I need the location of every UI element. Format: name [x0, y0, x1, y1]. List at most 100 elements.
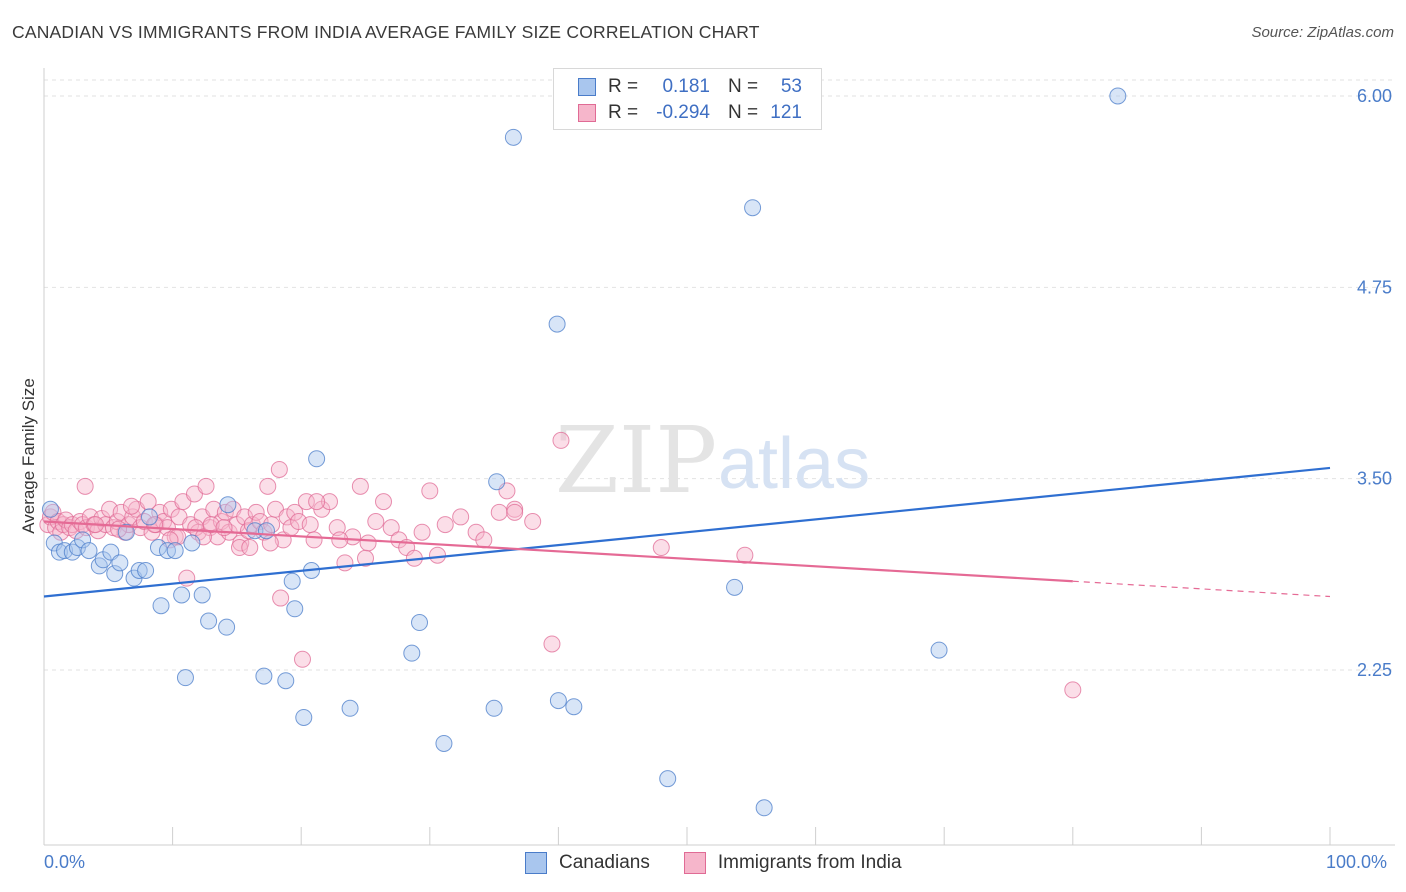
legend-r-value-india: -0.294	[656, 102, 710, 123]
india-point	[272, 589, 290, 607]
canadian-point	[565, 698, 583, 716]
canadian-point	[200, 612, 218, 630]
india-point	[202, 516, 220, 534]
canadian-point	[74, 531, 92, 549]
india-point	[543, 635, 561, 653]
india-point	[552, 431, 570, 449]
axes	[43, 68, 1395, 846]
india-point	[320, 493, 338, 511]
legend-r-label: R =	[608, 102, 639, 123]
bottom-legend-canadians: Canadians	[525, 852, 650, 874]
canadian-point	[504, 128, 522, 146]
x-tick-label-min: 0.0%	[44, 852, 86, 872]
canadian-point	[137, 562, 155, 580]
canadian-point	[1109, 87, 1127, 105]
canadian-point	[659, 770, 677, 788]
canadian-point	[63, 543, 81, 561]
bottom-legend-swatch-india	[683, 852, 706, 874]
y-tick-labels: 2.25 3.50 4.75 6.00	[1357, 86, 1392, 680]
india-point	[375, 493, 393, 511]
india-point	[286, 503, 304, 521]
canadians-trendline	[43, 466, 1331, 598]
legend-n-value-canadians: 53	[780, 76, 802, 97]
canadian-point	[111, 554, 129, 572]
canadian-point	[295, 708, 313, 726]
india-trendline-extension	[1072, 580, 1331, 598]
india-point	[259, 477, 277, 495]
legend-row-india: R = -0.294 N = 121	[578, 100, 802, 126]
bottom-legend-label-canadians: Canadians	[559, 852, 650, 873]
legend: R = 0.181 N = 53 R = -0.294 N = 121	[553, 68, 822, 130]
india-point	[122, 497, 140, 515]
bottom-legend-swatch-canadians	[525, 852, 547, 874]
india-point	[452, 508, 470, 526]
watermark-zip: ZIP	[555, 407, 717, 514]
canadian-point	[726, 578, 744, 596]
india-point	[351, 477, 369, 495]
canadian-point	[488, 473, 506, 491]
india-point	[490, 503, 508, 521]
canadian-point	[755, 799, 773, 817]
legend-swatch-canadians	[578, 78, 596, 96]
canadian-point	[117, 523, 135, 541]
x-tick-label-max: 100.0%	[1326, 852, 1388, 872]
canadian-point	[173, 586, 191, 604]
legend-n-label: N =	[728, 76, 759, 97]
canadian-point	[341, 699, 359, 717]
india-trendline	[43, 520, 1073, 583]
india-point	[421, 482, 439, 500]
y-tick-label: 4.75	[1357, 277, 1392, 297]
india-point	[413, 523, 431, 541]
india-point	[197, 477, 215, 495]
canadian-point	[277, 672, 295, 690]
y-tick-label: 6.00	[1357, 86, 1392, 106]
watermark-atlas: atlas	[718, 424, 870, 504]
bottom-legend-label-india: Immigrants from India	[717, 852, 902, 873]
canadian-point	[308, 450, 326, 468]
india-point	[475, 531, 493, 549]
india-point	[305, 531, 323, 549]
bottom-legend: Canadians Immigrants from India	[525, 852, 936, 874]
india-point	[297, 493, 315, 511]
india-point	[308, 493, 326, 511]
canadian-point	[549, 692, 567, 710]
india-point	[382, 519, 400, 537]
bottom-legend-india: Immigrants from India	[683, 852, 902, 874]
canadian-point	[80, 542, 98, 560]
india-point	[524, 513, 542, 531]
legend-r-label: R =	[608, 76, 639, 97]
canadian-point	[548, 315, 566, 333]
legend-r-value-canadians: 0.181	[662, 76, 710, 97]
legend-swatch-india	[578, 104, 596, 122]
india-point	[293, 650, 311, 668]
india-point	[436, 516, 454, 534]
legend-n-label: N =	[728, 102, 759, 123]
canadian-point	[930, 641, 948, 659]
legend-n-value-india: 121	[770, 102, 802, 123]
india-point	[270, 460, 288, 478]
india-point	[359, 534, 377, 552]
india-point	[301, 516, 319, 534]
canadian-point	[257, 522, 275, 540]
india-point	[1064, 681, 1082, 699]
india-point	[367, 513, 385, 531]
canadian-point	[140, 508, 158, 526]
india-point	[429, 546, 447, 564]
canadian-point	[435, 734, 453, 752]
canadian-point	[485, 699, 503, 717]
india-point	[344, 528, 362, 546]
india-point	[506, 503, 524, 521]
canadian-point	[218, 618, 236, 636]
canadian-point	[744, 199, 762, 217]
canadian-point	[183, 534, 201, 552]
india-point	[76, 477, 94, 495]
trendlines	[43, 466, 1331, 598]
watermark: ZIP atlas	[555, 407, 870, 514]
y-tick-label: 2.25	[1357, 660, 1392, 680]
india-point	[652, 539, 670, 557]
india-point	[357, 549, 374, 567]
y-axis-label: Average Family Size	[19, 378, 38, 534]
canadian-point	[106, 565, 124, 583]
india-point	[336, 554, 354, 572]
